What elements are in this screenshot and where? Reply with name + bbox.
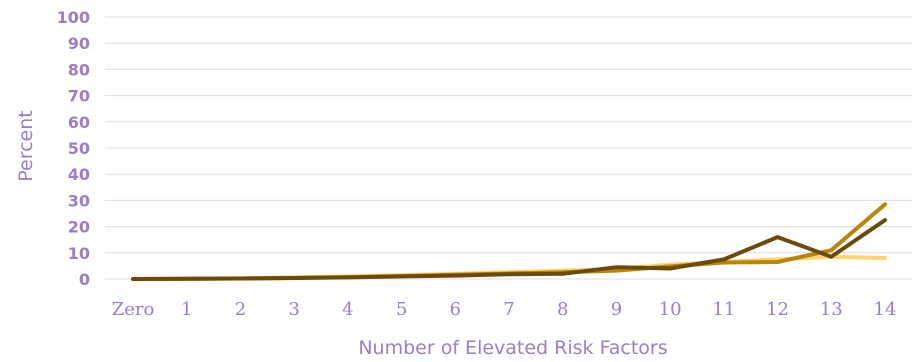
series-lines (131, 202, 887, 281)
series-line-2 (131, 202, 887, 281)
y-tick-label: 40 (68, 165, 90, 184)
y-tick-label: 70 (68, 87, 90, 106)
y-tick-label: 50 (68, 139, 90, 158)
y-tick-label: 90 (68, 34, 90, 53)
x-tick-label: 3 (288, 299, 299, 320)
x-tick-label: Zero (112, 299, 155, 320)
x-tick-label: 2 (235, 299, 246, 320)
y-axis-ticks: 0 10 20 30 40 50 60 70 80 90 100 (57, 8, 90, 289)
y-tick-label: 60 (68, 113, 90, 132)
x-tick-label: 6 (450, 299, 461, 320)
x-tick-label: 13 (820, 299, 843, 320)
y-tick-label: 30 (68, 191, 90, 210)
x-tick-label: 11 (712, 299, 735, 320)
y-axis-title: Percent (15, 110, 37, 182)
x-tick-label: 8 (557, 299, 568, 320)
x-tick-label: 1 (181, 299, 192, 320)
x-tick-label: 7 (503, 299, 514, 320)
y-tick-label: 100 (57, 8, 90, 27)
x-axis-ticks: Zero 1 2 3 4 5 6 7 8 9 10 11 12 13 14 (112, 299, 897, 320)
gridlines (105, 16, 912, 280)
x-tick-label: 4 (342, 299, 353, 320)
y-tick-label: 10 (68, 244, 90, 263)
x-tick-label: 12 (766, 299, 789, 320)
y-tick-label: 0 (79, 270, 90, 289)
x-axis-title: Number of Elevated Risk Factors (358, 337, 667, 359)
x-tick-label: 5 (396, 299, 407, 320)
y-tick-label: 80 (68, 60, 90, 79)
x-tick-label: 10 (659, 299, 682, 320)
x-tick-label: 14 (874, 299, 897, 320)
y-tick-label: 20 (68, 218, 90, 237)
x-tick-label: 9 (611, 299, 622, 320)
series-line-3 (131, 218, 887, 281)
